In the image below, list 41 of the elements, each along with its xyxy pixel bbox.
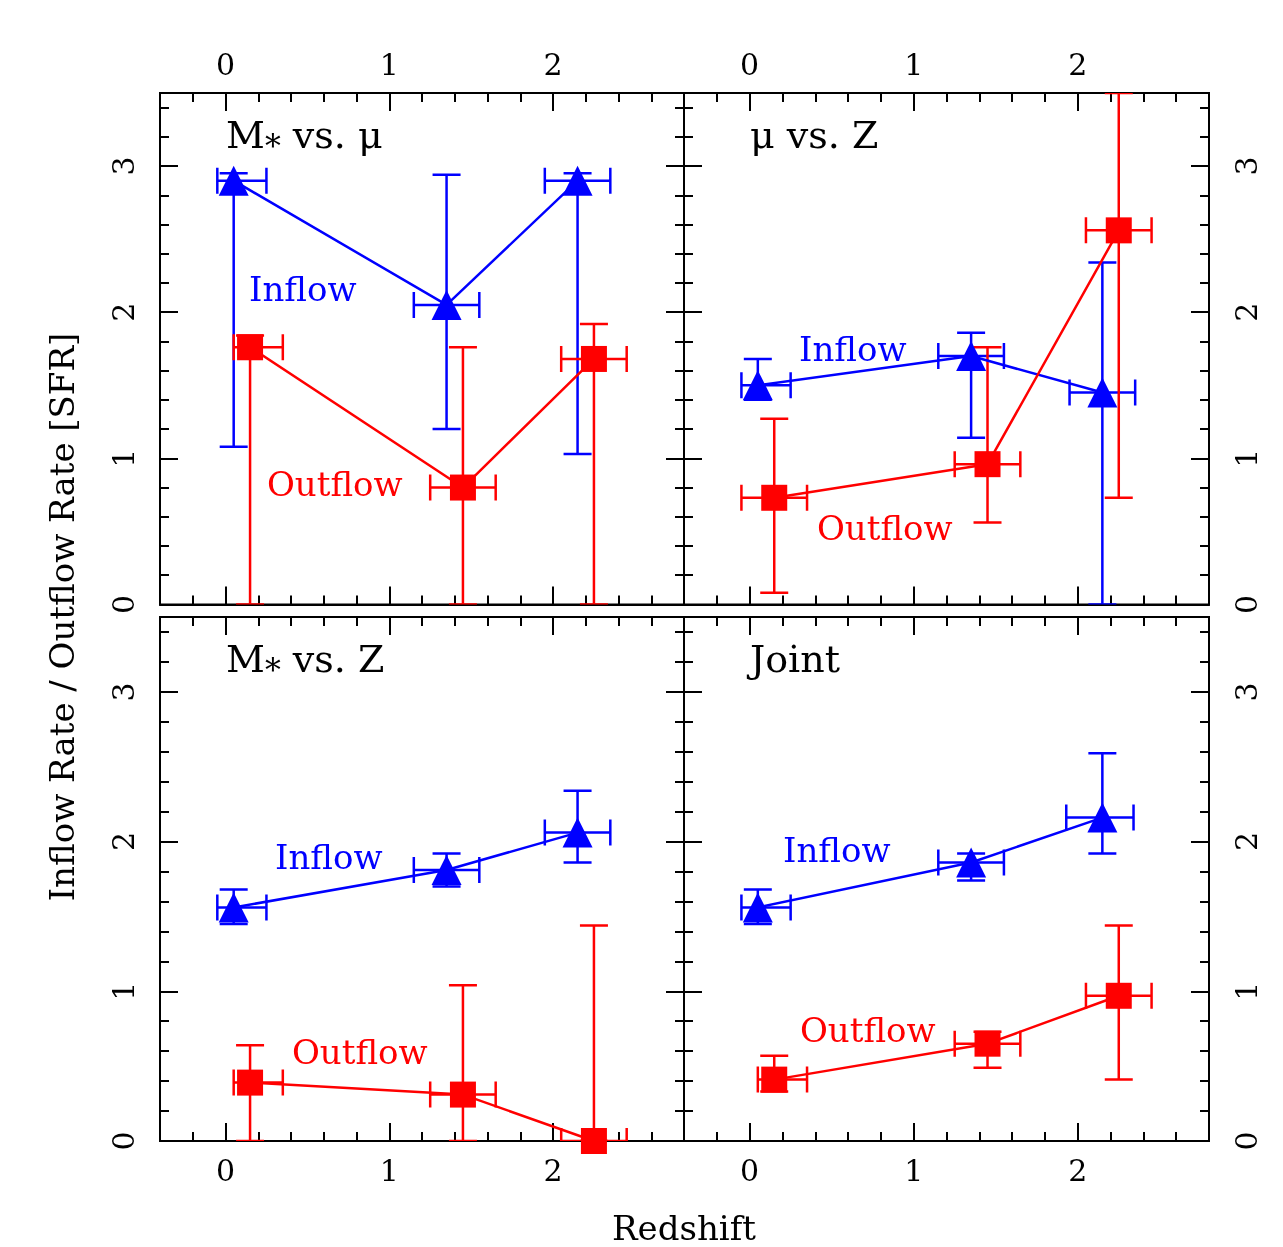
y-tick-label: 0	[105, 1131, 141, 1151]
y-tick-label: 2	[1228, 302, 1264, 322]
y-tick-label: 3	[105, 156, 141, 176]
series-label: Outflow	[800, 1010, 936, 1050]
text: μ vs. Z	[750, 113, 879, 157]
series-label: Inflow	[783, 830, 891, 870]
y-tick-label: 1	[1228, 981, 1264, 1001]
text: M$_{*}$ vs. μ	[226, 113, 383, 164]
x-tick-label: 2	[1068, 1152, 1088, 1188]
y-tick-label: 3	[105, 682, 141, 702]
y-tick-label: 0	[1228, 1131, 1264, 1151]
y-tick-label: 1	[105, 448, 141, 468]
y-tick-label: 2	[105, 302, 141, 322]
series-label: Inflow	[275, 837, 383, 877]
series-label: Outflow	[267, 464, 403, 504]
x-tick-label: 1	[904, 46, 924, 82]
x-tick-label: 0	[215, 1152, 236, 1188]
x-tick-label: 0	[740, 1152, 760, 1188]
y-tick-label: 1	[1228, 448, 1264, 468]
x-tick-label: 2	[543, 46, 563, 82]
x-tick-label: 1	[904, 1152, 924, 1188]
x-tick-label: 1	[379, 1152, 399, 1188]
series-label: Outflow	[817, 508, 953, 548]
y-tick-label: 2	[105, 832, 141, 852]
x-tick-label: 1	[379, 46, 399, 82]
series-label: Inflow	[249, 269, 357, 309]
x-tick-label: 2	[1068, 46, 1088, 82]
y-axis-title: Inflow Rate / Outflow Rate [SFR]	[42, 332, 82, 902]
x-tick-label: 2	[543, 1152, 563, 1188]
y-tick-label: 3	[1228, 682, 1264, 702]
series-label: Inflow	[799, 329, 907, 369]
y-tick-label: 2	[1228, 832, 1264, 852]
series-label: Outflow	[292, 1032, 428, 1072]
x-axis-title: Redshift	[612, 1208, 756, 1247]
text: M$_{*}$ vs. Z	[226, 637, 385, 688]
y-tick-label: 0	[1228, 594, 1264, 614]
y-tick-label: 3	[1228, 156, 1264, 176]
x-tick-label: 0	[740, 46, 760, 82]
y-tick-label: 0	[105, 594, 141, 614]
x-tick-label: 0	[215, 46, 236, 82]
y-tick-label: 1	[105, 981, 141, 1001]
